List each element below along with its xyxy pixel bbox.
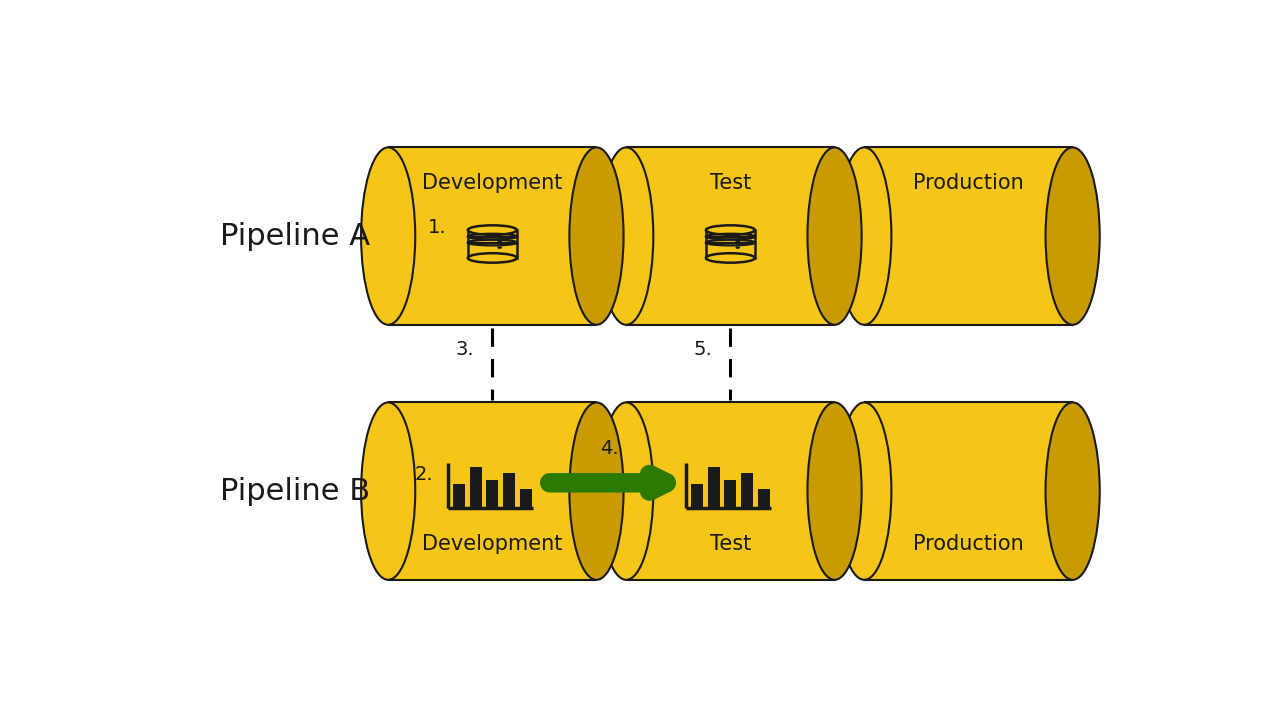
Text: 3.: 3. xyxy=(456,341,475,359)
Ellipse shape xyxy=(467,225,517,235)
Text: Production: Production xyxy=(913,173,1024,193)
Ellipse shape xyxy=(705,253,755,263)
Polygon shape xyxy=(741,474,753,508)
Ellipse shape xyxy=(837,402,891,580)
Polygon shape xyxy=(708,467,719,508)
Polygon shape xyxy=(520,489,531,508)
Text: 2.: 2. xyxy=(415,465,434,484)
Polygon shape xyxy=(503,474,515,508)
Ellipse shape xyxy=(837,148,891,325)
Ellipse shape xyxy=(1046,402,1100,580)
Polygon shape xyxy=(486,480,498,508)
Polygon shape xyxy=(388,402,596,580)
Text: 1.: 1. xyxy=(428,218,447,238)
Text: 4.: 4. xyxy=(599,439,618,458)
Ellipse shape xyxy=(599,402,653,580)
Text: Development: Development xyxy=(422,173,562,193)
Text: Pipeline A: Pipeline A xyxy=(220,222,370,251)
Polygon shape xyxy=(470,467,481,508)
Ellipse shape xyxy=(808,402,861,580)
Ellipse shape xyxy=(808,148,861,325)
Circle shape xyxy=(498,246,502,249)
Circle shape xyxy=(736,235,740,237)
Ellipse shape xyxy=(570,148,623,325)
Circle shape xyxy=(736,240,740,243)
Ellipse shape xyxy=(361,148,415,325)
Polygon shape xyxy=(864,402,1073,580)
Text: Test: Test xyxy=(710,173,751,193)
Polygon shape xyxy=(705,230,755,258)
Text: 5.: 5. xyxy=(694,341,713,359)
Circle shape xyxy=(498,240,502,243)
Polygon shape xyxy=(626,402,835,580)
Polygon shape xyxy=(864,148,1073,325)
Ellipse shape xyxy=(361,402,415,580)
Polygon shape xyxy=(453,485,465,508)
Circle shape xyxy=(736,246,740,249)
Text: Test: Test xyxy=(710,534,751,554)
Polygon shape xyxy=(691,485,703,508)
Text: Production: Production xyxy=(913,534,1024,554)
Polygon shape xyxy=(467,230,517,258)
Ellipse shape xyxy=(570,402,623,580)
Ellipse shape xyxy=(599,148,653,325)
Polygon shape xyxy=(388,148,596,325)
Polygon shape xyxy=(626,148,835,325)
Ellipse shape xyxy=(467,253,517,263)
Ellipse shape xyxy=(705,225,755,235)
Text: Pipeline B: Pipeline B xyxy=(220,477,370,505)
Text: Development: Development xyxy=(422,534,562,554)
Circle shape xyxy=(498,235,502,237)
Polygon shape xyxy=(758,489,769,508)
Ellipse shape xyxy=(1046,148,1100,325)
Polygon shape xyxy=(724,480,736,508)
